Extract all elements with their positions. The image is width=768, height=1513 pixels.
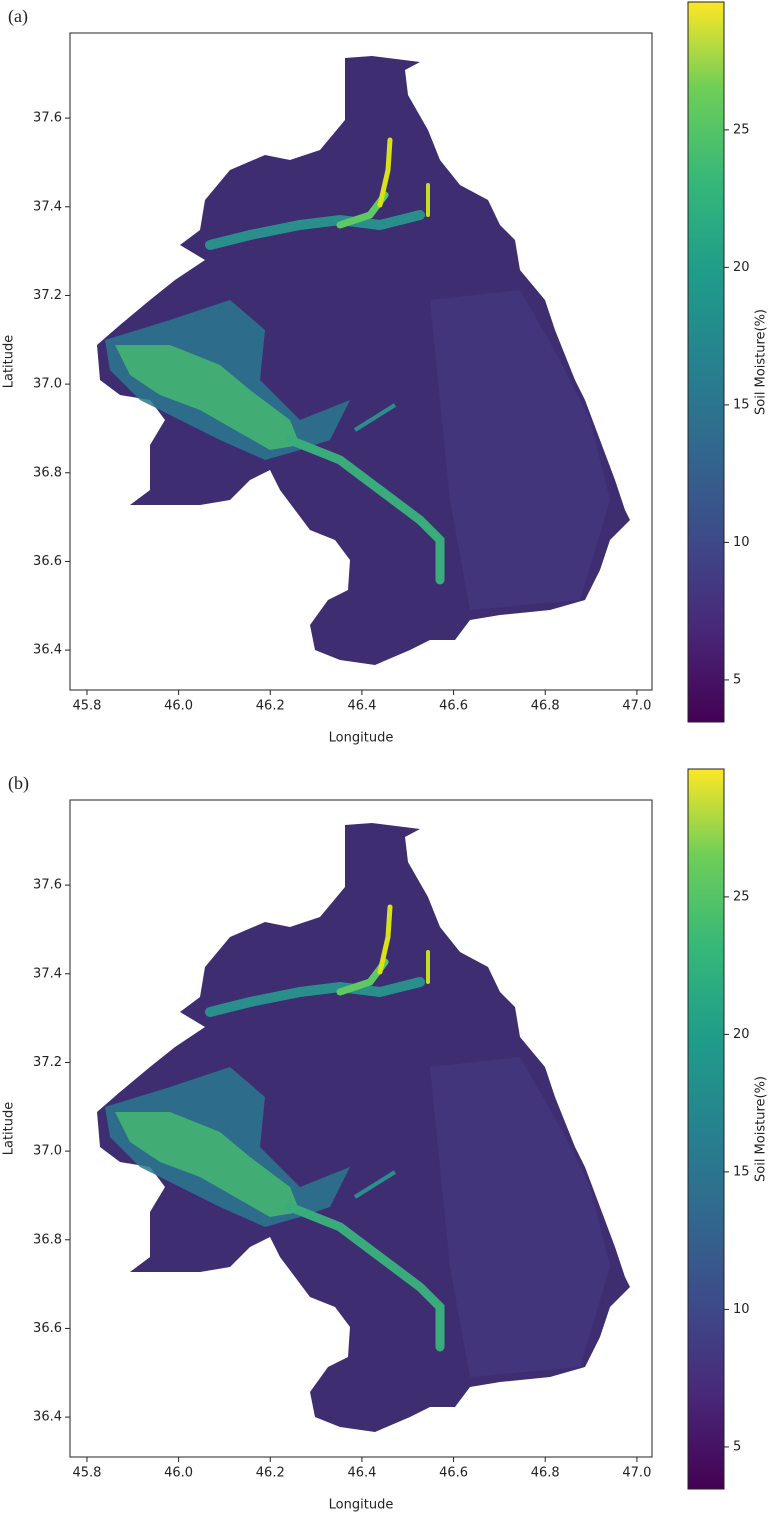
colorbar-label: Soil Moisture(%): [754, 1076, 768, 1182]
colorbar-tick-label: 20: [733, 1027, 750, 1042]
x-tick-label: 46.0: [164, 1466, 193, 1481]
colorbar: [687, 1, 725, 723]
y-tick-label: 36.4: [33, 1410, 62, 1425]
x-tick-label: 45.8: [72, 1466, 101, 1481]
moisture-map: [97, 823, 630, 1432]
x-tick-label: 46.0: [164, 699, 193, 714]
y-tick-label: 36.4: [33, 643, 62, 658]
colorbar-tick-label: 15: [733, 397, 750, 412]
y-tick-label: 37.4: [33, 199, 62, 214]
colorbar: [687, 768, 725, 1490]
colorbar-tick-label: 25: [733, 889, 750, 904]
panel-label: (a): [8, 6, 28, 27]
x-tick-label: 46.2: [256, 699, 285, 714]
y-tick-label: 37.0: [33, 377, 62, 392]
colorbar-tick-label: 5: [733, 672, 741, 687]
y-tick-label: 37.6: [33, 111, 62, 126]
colorbar-tick-label: 10: [733, 535, 750, 550]
colorbar-tick-label: 20: [733, 260, 750, 275]
y-axis-label: Latitude: [2, 335, 17, 389]
x-tick-label: 46.4: [347, 699, 376, 714]
x-tick-label: 47.0: [622, 699, 651, 714]
x-tick-label: 46.6: [439, 699, 468, 714]
y-tick-label: 36.8: [33, 465, 62, 480]
y-tick-label: 36.6: [33, 1321, 62, 1336]
map-panel: [97, 56, 630, 665]
plot-frame: [69, 32, 653, 691]
colorbar-tick-label: 5: [733, 1439, 741, 1454]
x-tick-label: 46.8: [531, 1466, 560, 1481]
y-tick-label: 37.0: [33, 1144, 62, 1159]
x-tick-label: 47.0: [622, 1466, 651, 1481]
y-tick-label: 36.6: [33, 554, 62, 569]
plot-frame: [69, 799, 653, 1458]
moisture-map: [97, 56, 630, 665]
y-tick-label: 37.6: [33, 878, 62, 893]
x-axis-label: Longitude: [329, 1498, 394, 1513]
x-tick-label: 46.2: [256, 1466, 285, 1481]
y-axis-label: Latitude: [2, 1102, 17, 1156]
panel-label: (b): [8, 773, 29, 794]
x-axis-label: Longitude: [329, 731, 394, 746]
colorbar-tick-label: 15: [733, 1164, 750, 1179]
x-tick-label: 45.8: [72, 699, 101, 714]
x-tick-label: 46.4: [347, 1466, 376, 1481]
x-tick-label: 46.6: [439, 1466, 468, 1481]
map-panel: [97, 823, 630, 1432]
colorbar-tick-label: 25: [733, 122, 750, 137]
colorbar-tick-label: 10: [733, 1302, 750, 1317]
y-tick-label: 36.8: [33, 1232, 62, 1247]
y-tick-label: 37.2: [33, 1055, 62, 1070]
y-tick-label: 37.4: [33, 966, 62, 981]
y-tick-label: 37.2: [33, 288, 62, 303]
colorbar-label: Soil Moisture(%): [754, 309, 768, 415]
x-tick-label: 46.8: [531, 699, 560, 714]
